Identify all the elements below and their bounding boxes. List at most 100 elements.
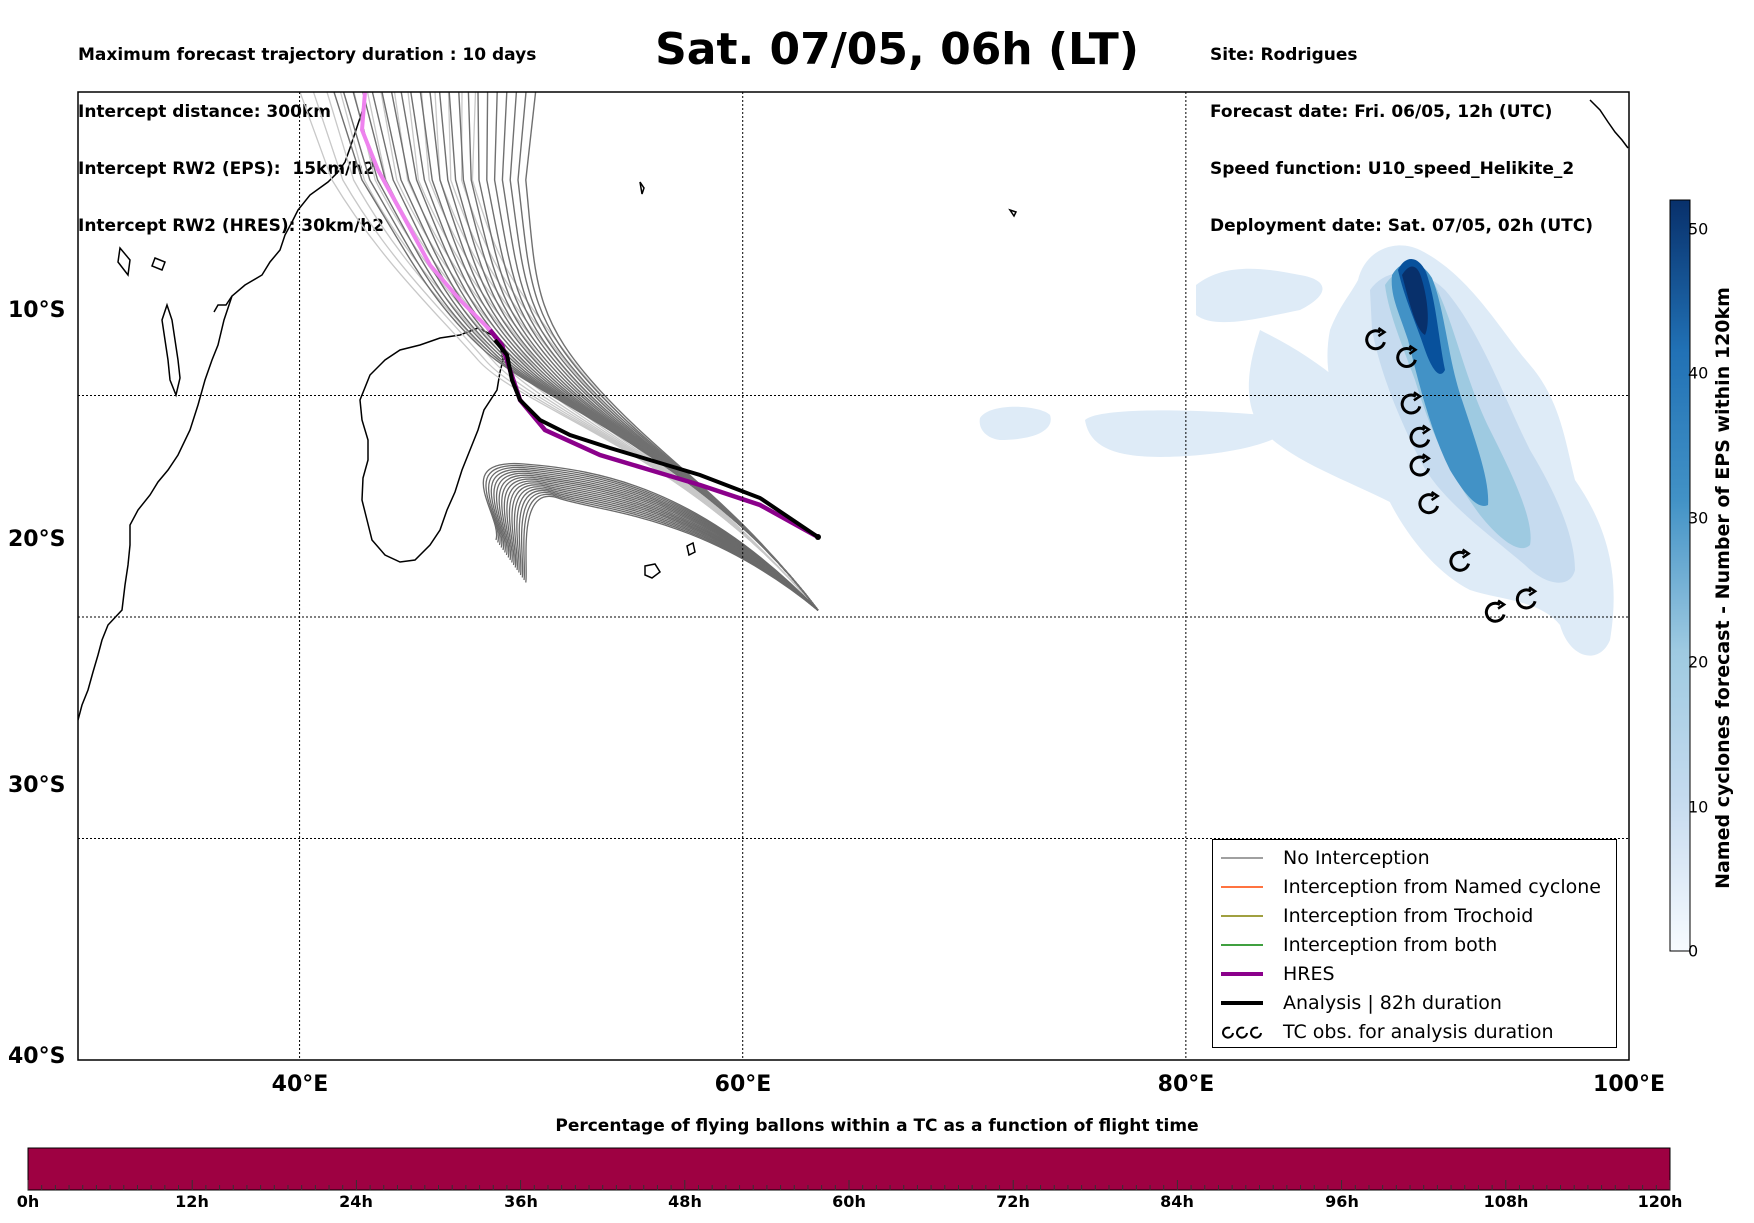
legend-tc-obs: TC obs. for analysis duration: [1213, 1017, 1554, 1046]
analysis-trajectory: [493, 338, 820, 539]
lat-tick-30s: 30°S: [8, 773, 66, 798]
tc-obs-arrow: [1422, 453, 1431, 464]
flight-time-bar: [27, 1147, 1671, 1191]
legend-analysis: Analysis | 82h duration: [1213, 988, 1502, 1017]
tc-obs-symbol: [1409, 455, 1431, 477]
param-intercept-distance: Intercept distance: 300km: [78, 102, 331, 122]
ensemble-track: [390, 92, 819, 611]
legend-label: Interception from Trochoid: [1283, 904, 1534, 927]
lon-tick-80e: 80°E: [1157, 1072, 1215, 1097]
deployment-date: Deployment date: Sat. 07/05, 02h (UTC): [1210, 216, 1594, 236]
colorbar-tick-0: 0: [1688, 941, 1699, 961]
site-info: Site: Rodrigues Forecast date: Fri. 06/0…: [1210, 8, 1593, 255]
tc-obs-arrow: [1528, 586, 1538, 597]
tc-obs-arrow: [1377, 327, 1387, 338]
tc-obs-arrow: [1461, 548, 1471, 559]
ensemble-track: [400, 92, 819, 611]
map-legend: No Interception Interception from Named …: [1212, 839, 1617, 1048]
legend-label: Interception from both: [1283, 933, 1498, 956]
deployment-site-marker: [815, 534, 821, 540]
legend-hres: HRES: [1213, 959, 1335, 988]
ensemble-track: [509, 92, 819, 611]
legend-named-cyclone: Interception from Named cyclone: [1213, 872, 1601, 901]
legend-swatch-analysis: [1221, 1000, 1263, 1005]
cyclone-density-field: [979, 245, 1614, 656]
legend-label: Interception from Named cyclone: [1283, 875, 1601, 898]
tc-obs-arrow: [1408, 344, 1418, 355]
ensemble-track-light: [420, 92, 819, 611]
colorbar-tick-40: 40: [1688, 363, 1709, 383]
colorbar-tick-50: 50: [1688, 219, 1709, 239]
speed-function: Speed function: U10_speed_Helikite_2: [1210, 159, 1575, 179]
tc-obs-arrow: [1430, 490, 1440, 502]
tc-obs-symbol: [1396, 347, 1417, 368]
ensemble-track: [517, 92, 819, 611]
ensemble-track: [419, 92, 819, 611]
ensemble-track-light: [393, 92, 819, 611]
hres-early-segment: [359, 92, 504, 347]
ensemble-track: [516, 488, 819, 611]
timebar-tick-84h: 84h: [1160, 1192, 1194, 1211]
tc-obs-arrow: [1422, 424, 1431, 435]
timebar-title: Percentage of flying ballons within a TC…: [555, 1116, 1199, 1136]
ensemble-track: [487, 466, 819, 611]
forecast-date: Forecast date: Fri. 06/05, 12h (UTC): [1210, 102, 1553, 122]
ensemble-track: [523, 493, 819, 611]
tc-obs-symbol: [1484, 601, 1506, 623]
colorbar-tick-10: 10: [1688, 797, 1709, 817]
param-duration: Maximum forecast trajectory duration : 1…: [78, 45, 537, 65]
lat-tick-10s: 10°S: [8, 298, 66, 323]
lon-tick-100e: 100°E: [1593, 1072, 1665, 1097]
timebar-tick-108h: 108h: [1483, 1192, 1529, 1211]
ensemble-track: [410, 92, 819, 611]
ensemble-track: [508, 482, 819, 611]
legend-no-interception: No Interception: [1213, 843, 1430, 872]
tc-obs-arrow: [1497, 599, 1507, 610]
ensemble-track: [506, 480, 819, 611]
density-colorbar: [1669, 199, 1691, 952]
ensemble-track: [490, 468, 819, 611]
legend-label: HRES: [1283, 962, 1335, 985]
legend-swatch-no-interception: [1221, 856, 1263, 859]
ensemble-track: [482, 463, 819, 611]
lon-tick-60e: 60°E: [714, 1072, 772, 1097]
ensemble-track-light: [339, 92, 819, 611]
legend-swatch-hres: [1221, 971, 1263, 976]
tc-obs-symbol: [1365, 329, 1386, 351]
timebar-tick-72h: 72h: [996, 1192, 1030, 1211]
ensemble-track: [513, 486, 819, 611]
tc-obs-arrow: [1413, 391, 1423, 402]
tc-obs-symbol: [1515, 588, 1537, 610]
tc-obs-symbol: [1409, 426, 1431, 448]
lat-tick-20s: 20°S: [8, 527, 66, 552]
colorbar-tick-20: 20: [1688, 652, 1709, 672]
param-rw2-eps: Intercept RW2 (EPS): 15km/h2: [78, 159, 376, 179]
forecast-parameters: Maximum forecast trajectory duration : 1…: [78, 8, 536, 255]
ensemble-track: [511, 484, 819, 611]
legend-label: No Interception: [1283, 846, 1430, 869]
legend-both: Interception from both: [1213, 930, 1497, 959]
timebar-tick-60h: 60h: [832, 1192, 866, 1211]
tc-obs-symbol: [1449, 550, 1471, 572]
ensemble-track: [520, 491, 819, 611]
timebar-tick-120h: 120h: [1637, 1192, 1683, 1211]
ensemble-track: [503, 478, 819, 611]
legend-label: TC obs. for analysis duration: [1283, 1020, 1554, 1043]
map-title: Sat. 07/05, 06h (LT): [655, 24, 1139, 75]
colorbar-label: Named cyclones forecast - Number of EPS …: [1712, 287, 1734, 889]
colorbar-tick-30: 30: [1688, 508, 1709, 528]
ensemble-track: [495, 472, 819, 611]
ensemble-track: [485, 464, 819, 611]
lon-tick-40e: 40°E: [271, 1072, 329, 1097]
ensemble-track: [525, 92, 819, 611]
timebar-tick-0h: 0h: [16, 1192, 40, 1211]
legend-swatch-named-cyclone: [1221, 885, 1263, 888]
legend-swatch-tc-obs: [1222, 1026, 1262, 1039]
ensemble-track: [493, 470, 819, 611]
ensemble-track: [501, 476, 819, 611]
param-rw2-hres: Intercept RW2 (HRES): 30km/h2: [78, 216, 385, 236]
lat-tick-40s: 40°S: [8, 1044, 66, 1069]
tc-observations: [1365, 327, 1538, 623]
tc-obs-symbol: [1418, 493, 1440, 515]
